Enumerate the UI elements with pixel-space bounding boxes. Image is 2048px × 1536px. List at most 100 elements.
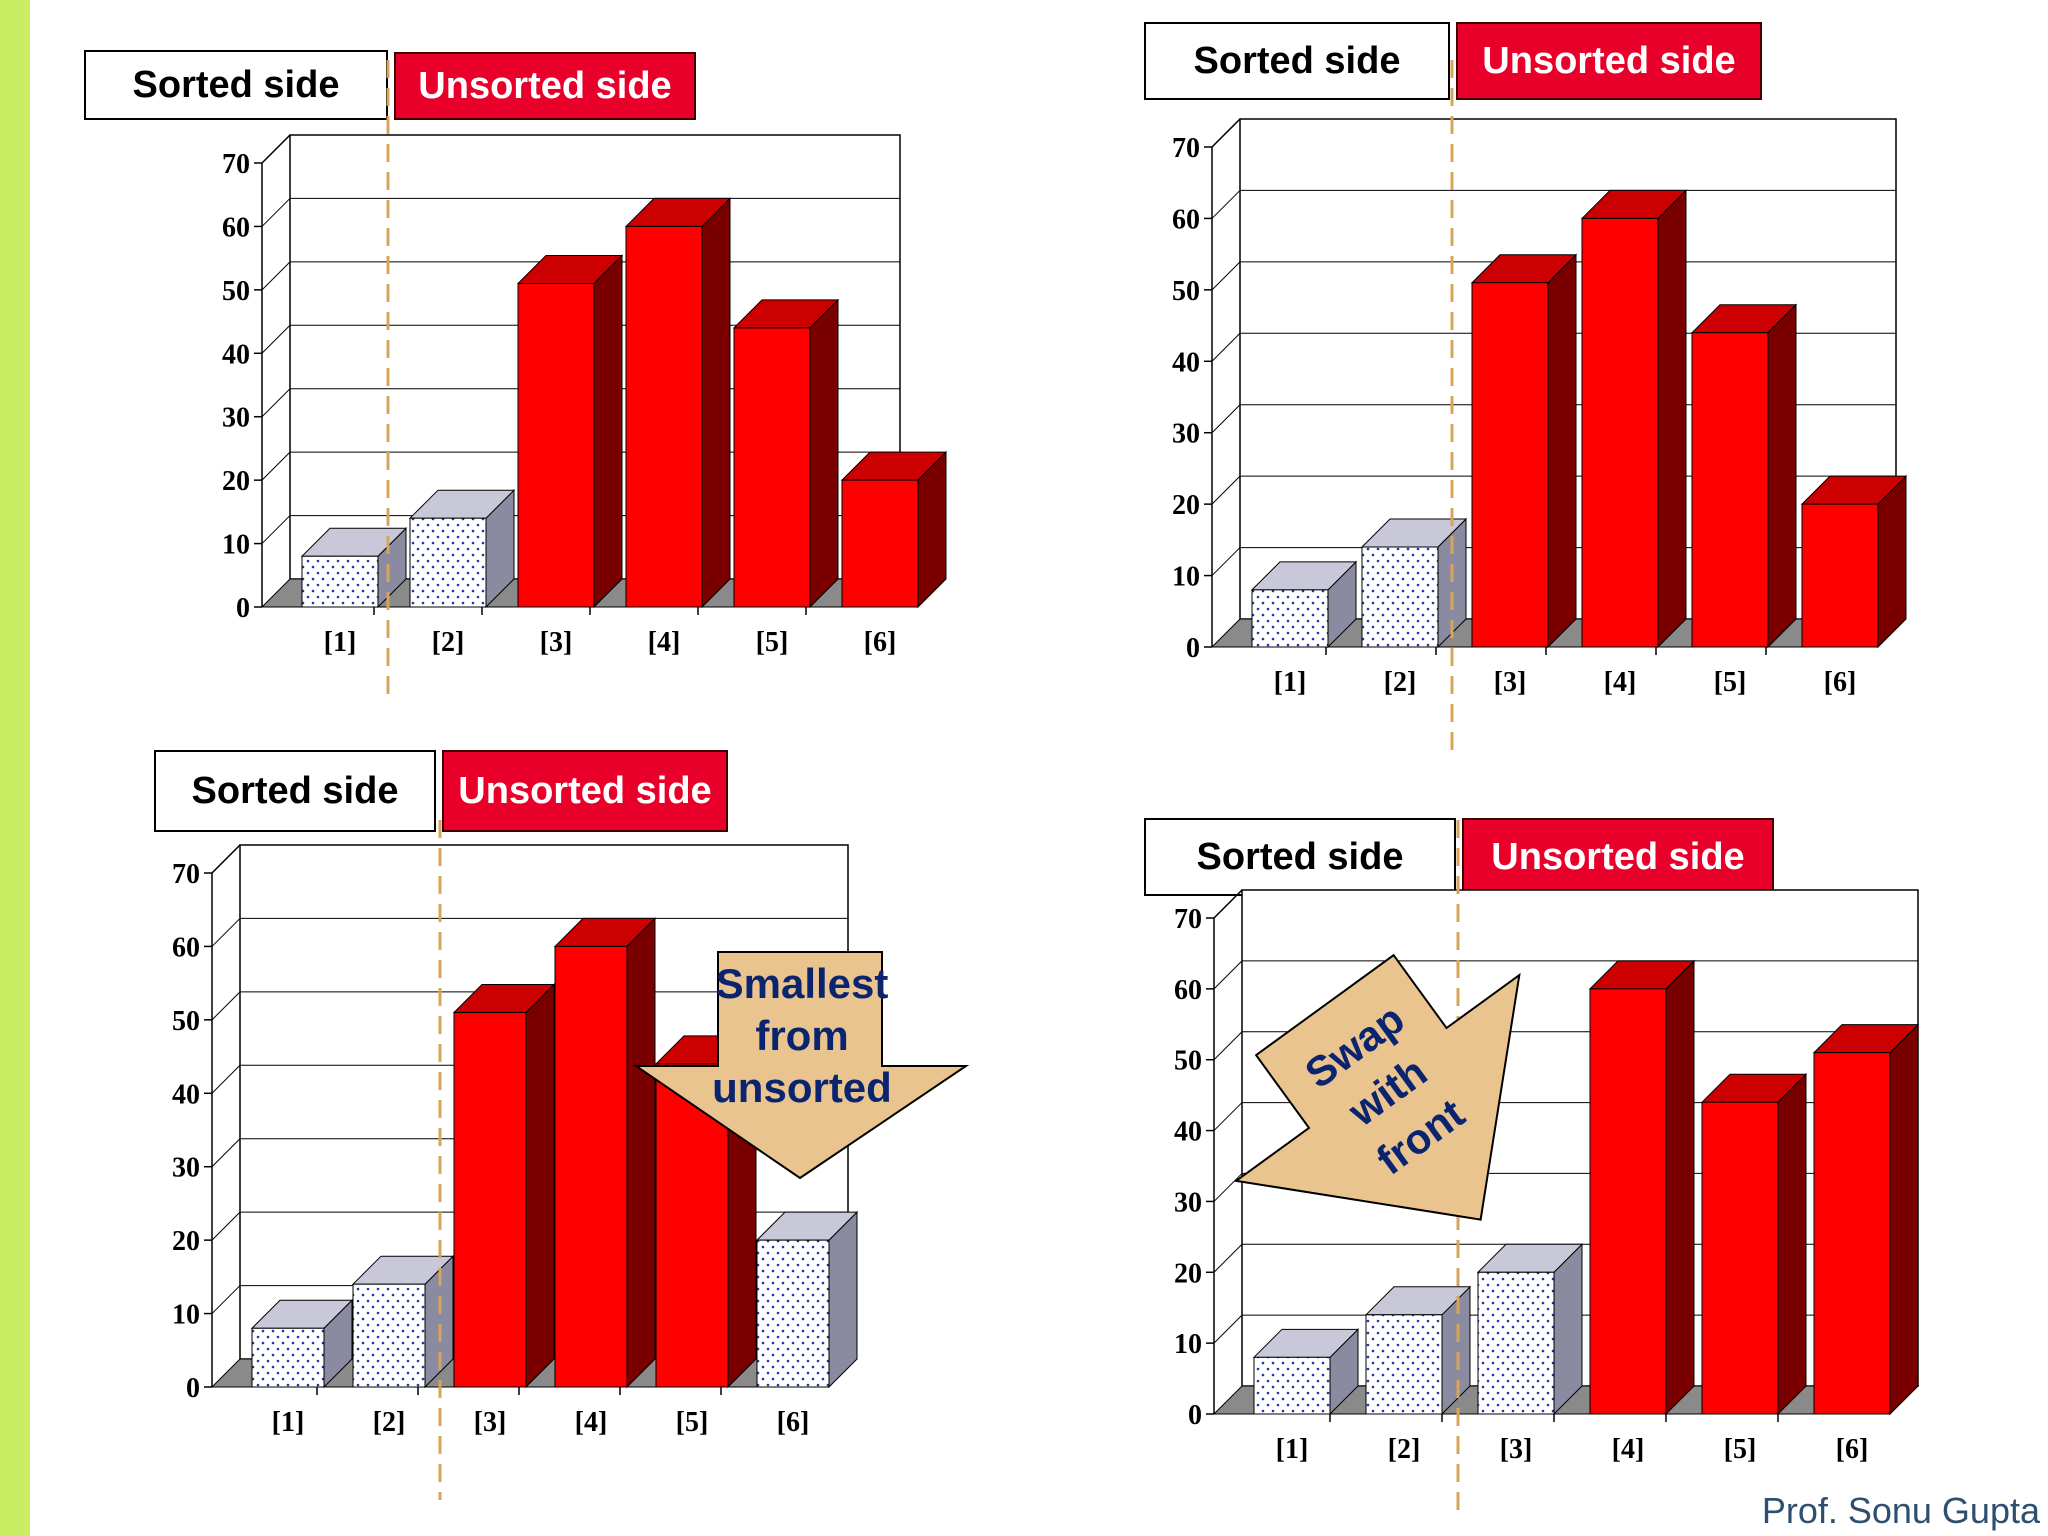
unsorted-bar xyxy=(1812,1023,1920,1416)
y-tick-label: 40 xyxy=(222,339,250,370)
y-tick-label: 10 xyxy=(1174,1329,1202,1360)
y-tick-label: 20 xyxy=(1172,490,1200,521)
x-tick-label: [2] xyxy=(1384,667,1417,698)
y-tick-label: 20 xyxy=(1174,1258,1202,1289)
y-tick-label: 10 xyxy=(172,1300,200,1331)
x-tick-label: [6] xyxy=(777,1407,810,1438)
gridline xyxy=(1211,190,1241,219)
gridline xyxy=(211,844,241,874)
x-tick-label: [3] xyxy=(474,1407,507,1438)
sorted-bar xyxy=(300,527,408,609)
bar-chart: 0 10 20 30 40 50 60 70 [1] [2] [3] [4] [5] [6] Swapwit… xyxy=(1174,820,1920,1516)
unsorted-bar xyxy=(553,917,657,1389)
unsorted-bar xyxy=(1580,189,1688,649)
gridline xyxy=(211,1064,241,1094)
unsorted-bar xyxy=(732,298,840,609)
y-tick-label: 50 xyxy=(172,1006,200,1037)
x-tick-label: [5] xyxy=(1724,1434,1757,1465)
gridline xyxy=(1211,547,1241,576)
unsorted-side-label: Unsorted side xyxy=(1456,22,1762,100)
sorted-bar xyxy=(1360,517,1468,649)
x-tick-label: [6] xyxy=(864,627,897,658)
x-tick-label: [5] xyxy=(1714,667,1747,698)
gridline xyxy=(1211,261,1241,291)
arrow-text: Smallest xyxy=(716,960,889,1007)
y-tick-label: 40 xyxy=(1174,1117,1202,1148)
y-tick-label: 60 xyxy=(222,212,250,243)
unsorted-bar xyxy=(1470,253,1578,649)
author-credit: Prof. Sonu Gupta xyxy=(1761,1490,2040,1531)
y-tick-label: 20 xyxy=(222,466,250,497)
x-tick-label: [3] xyxy=(1500,1434,1533,1465)
sorted-bar xyxy=(250,1299,354,1389)
bar-chart: 0 10 20 30 40 50 60 70 [1] [2] [3] [4] [5] [6] xyxy=(222,60,948,700)
y-tick-label: 50 xyxy=(1174,1046,1202,1077)
gridline xyxy=(1211,475,1241,505)
unsorted-bar xyxy=(452,983,556,1389)
unsorted-side-label: Unsorted side xyxy=(394,52,696,120)
gridline xyxy=(261,134,291,164)
bar-chart: 0 10 20 30 40 50 60 70 [1] [2] [3] [4] [5] [6] xyxy=(1172,60,1908,752)
gridline xyxy=(261,261,291,291)
x-tick-label: [2] xyxy=(1388,1434,1421,1465)
y-tick-label: 70 xyxy=(1174,904,1202,935)
unsorted-bar xyxy=(840,450,948,609)
y-tick-label: 40 xyxy=(172,1079,200,1110)
y-tick-label: 70 xyxy=(172,859,200,890)
y-tick-label: 30 xyxy=(222,403,250,434)
unsorted-side-label: Unsorted side xyxy=(442,750,728,832)
x-tick-label: [4] xyxy=(1612,1434,1645,1465)
unsorted-bar xyxy=(516,254,624,609)
y-tick-label: 10 xyxy=(222,530,250,561)
unsorted-bar xyxy=(1690,303,1798,649)
gridline xyxy=(1213,1031,1243,1061)
unsorted-bar xyxy=(624,197,732,609)
x-tick-label: [6] xyxy=(1836,1434,1869,1465)
sorted-bar xyxy=(1476,1243,1584,1416)
gridline xyxy=(1213,1102,1243,1131)
x-tick-label: [1] xyxy=(324,627,357,658)
sorted-side-label: Sorted side xyxy=(84,50,388,120)
y-tick-label: 60 xyxy=(1174,975,1202,1006)
y-tick-label: 0 xyxy=(1186,633,1200,664)
y-tick-label: 20 xyxy=(172,1226,200,1257)
gridline xyxy=(1213,889,1243,919)
x-tick-label: [1] xyxy=(1274,667,1307,698)
y-tick-label: 0 xyxy=(1188,1400,1202,1431)
sorted-bar xyxy=(1250,560,1358,649)
y-tick-label: 60 xyxy=(1172,204,1200,235)
unsorted-bar xyxy=(1800,474,1908,649)
x-tick-label: [3] xyxy=(1494,667,1527,698)
chart-panel-4: Sorted side Unsorted side 0 10 20 30 40 50 60 7… xyxy=(1020,760,2040,1536)
accent-sidebar xyxy=(0,0,30,1536)
gridline xyxy=(261,451,291,481)
gridline xyxy=(261,388,291,418)
chart-panel-2: Sorted side Unsorted side 0 10 20 30 40 50 60 7… xyxy=(1020,0,2040,760)
x-tick-label: [5] xyxy=(756,627,789,658)
arrow-text: from xyxy=(755,1012,848,1059)
x-tick-label: [4] xyxy=(1604,667,1637,698)
x-tick-label: [2] xyxy=(432,627,465,658)
bar-chart: 0 10 20 30 40 50 60 70 [1] [2] [3] [4] [5] [6] Smalles… xyxy=(172,820,970,1500)
x-tick-label: [2] xyxy=(373,1407,406,1438)
x-tick-label: [5] xyxy=(676,1407,709,1438)
sorted-side-label: Sorted side xyxy=(1144,22,1450,100)
gridline xyxy=(1211,118,1241,148)
gridline xyxy=(1213,1243,1243,1273)
sorted-bar xyxy=(1364,1285,1472,1416)
gridline xyxy=(261,198,291,227)
gridline xyxy=(1213,1314,1243,1344)
y-tick-label: 70 xyxy=(222,149,250,180)
chart-panel-3: Sorted side Unsorted side 0 10 20 30 40 50 60 7… xyxy=(0,740,1020,1520)
unsorted-side-label: Unsorted side xyxy=(1462,818,1774,896)
y-tick-label: 70 xyxy=(1172,133,1200,164)
sorted-bar xyxy=(1252,1328,1360,1416)
unsorted-bar xyxy=(1588,959,1696,1416)
y-tick-label: 30 xyxy=(1172,419,1200,450)
y-tick-label: 10 xyxy=(1172,562,1200,593)
sorted-side-label: Sorted side xyxy=(154,750,436,832)
gridline xyxy=(1213,960,1243,990)
gridline xyxy=(1213,1173,1243,1202)
unsorted-bar xyxy=(1700,1073,1808,1416)
